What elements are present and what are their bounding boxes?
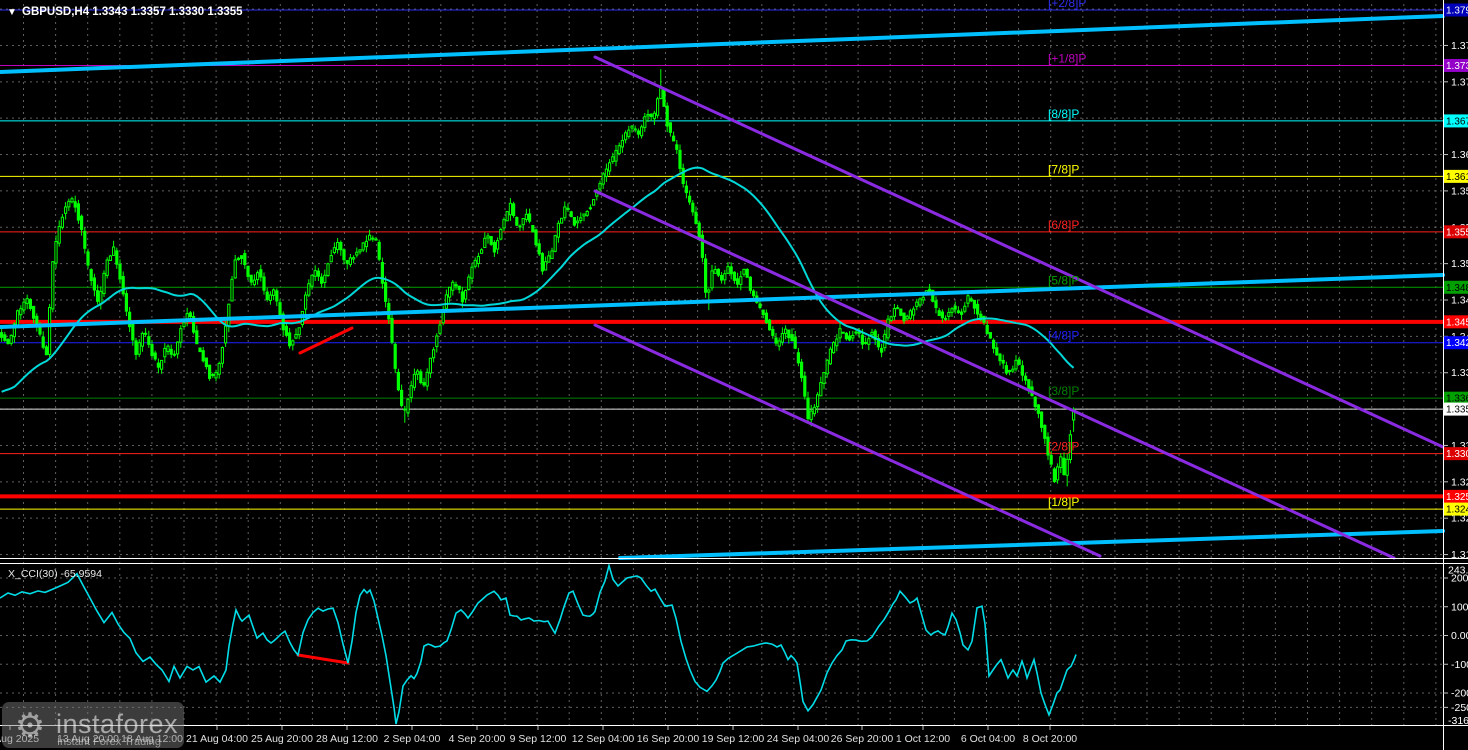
- price-tick-label: 1.3395: [1451, 367, 1468, 379]
- trend-line[interactable]: [0, 273, 1445, 329]
- trend-line[interactable]: [0, 14, 1445, 74]
- price-tick-label: 1.3235: [1451, 513, 1468, 525]
- murrey-label: [+1/8]P: [1048, 51, 1086, 65]
- price-level-badge: [1444, 447, 1468, 461]
- price-tick-label: 1.3595: [1451, 185, 1468, 197]
- price-axis[interactable]: 1.37551.37151.36751.36351.35951.35551.35…: [1443, 3, 1468, 728]
- price-tick-label: 1.3475: [1451, 295, 1468, 307]
- price-level-badge: [1444, 489, 1468, 503]
- cci-max-label: 243.429: [1448, 565, 1468, 577]
- cci-tick-label: -100: [1451, 659, 1468, 671]
- price-level-badge-text: 1.3794: [1446, 6, 1468, 17]
- murrey-label: [4/8]P: [1048, 329, 1079, 343]
- time-tick-label: 11 Aug 2025: [0, 733, 39, 745]
- murrey-label: [6/8]P: [1048, 218, 1079, 232]
- time-axis[interactable]: 11 Aug 2025 13 Aug 20:0018 Aug 12:0021 Au…: [0, 726, 1077, 745]
- time-tick-label: 28 Aug 12:00: [316, 733, 378, 745]
- murrey-level-lines[interactable]: [0, 9, 1443, 510]
- price-tick-label: 1.3635: [1451, 149, 1468, 161]
- price-level-badge: [1444, 391, 1468, 405]
- time-tick-label: 2 Sep 04:00: [384, 733, 441, 745]
- price-level-badge: [1444, 114, 1468, 128]
- cci-min-label: -316.257: [1448, 715, 1468, 727]
- time-tick-label: 1 Oct 12:00: [896, 733, 950, 745]
- price-level-badge-text: 1.3259: [1446, 492, 1468, 503]
- price-level-badge: [1444, 3, 1468, 17]
- price-level-badge-text: 1.3428: [1446, 338, 1468, 349]
- trend-channel-lines[interactable]: [0, 14, 1445, 665]
- price-level-badge-text: 1.3367: [1446, 394, 1468, 405]
- trend-line[interactable]: [296, 653, 350, 665]
- murrey-label: [2/8]P: [1048, 440, 1079, 454]
- price-level-badge: [1444, 169, 1468, 183]
- time-tick-label: 8 Oct 20:00: [1023, 733, 1077, 745]
- moving-average-line[interactable]: [1, 166, 1075, 393]
- cci-tick-label: 0.00: [1451, 630, 1468, 642]
- price-level-badge-text: 1.3672: [1446, 116, 1468, 127]
- trend-line[interactable]: [618, 529, 1445, 560]
- price-level-badge-text: 1.3306: [1446, 449, 1468, 460]
- price-level-badge-text: 1.3489: [1446, 283, 1468, 294]
- price-level-badge: [1444, 502, 1468, 516]
- murrey-label: [7/8]P: [1048, 162, 1079, 176]
- murrey-label: [8/8]P: [1048, 107, 1079, 121]
- cci-indicator: [0, 562, 1077, 725]
- trend-line[interactable]: [593, 189, 1396, 560]
- time-tick-label: 24 Sep 04:00: [767, 733, 830, 745]
- cci-tick-label: -250: [1451, 702, 1468, 714]
- price-level-badge-text: 1.3355: [1446, 405, 1468, 416]
- chart-marker-icon[interactable]: ▼: [7, 7, 17, 18]
- cci-tick-label: -200: [1451, 688, 1468, 700]
- price-level-badge: [1444, 402, 1468, 416]
- time-tick-label: 21 Aug 04:00: [186, 733, 248, 745]
- time-tick-label: 26 Sep 20:00: [831, 733, 894, 745]
- cci-tick-label: 200: [1451, 573, 1468, 585]
- time-tick-label: 6 Oct 04:00: [961, 733, 1015, 745]
- chart-title: GBPUSD,H4 1.3343 1.3357 1.3330 1.3355: [22, 6, 243, 18]
- trend-line[interactable]: [298, 326, 354, 355]
- price-level-badge-text: 1.3451: [1446, 317, 1468, 328]
- price-tick-label: 1.3515: [1451, 258, 1468, 270]
- cci-tick-label: 100: [1451, 601, 1468, 613]
- time-tick-label: 9 Sep 12:00: [510, 733, 567, 745]
- price-tick-label: 1.3715: [1451, 76, 1468, 88]
- price-level-badge-text: 1.3733: [1446, 61, 1468, 72]
- time-tick-label: 16 Sep 20:00: [637, 733, 700, 745]
- trend-line[interactable]: [593, 55, 1445, 449]
- watermark-tagline: Instant Forex Trading: [57, 736, 161, 748]
- cci-line: [0, 562, 1077, 725]
- murrey-label: [+2/8]P: [1048, 0, 1086, 10]
- murrey-label: [1/8]P: [1048, 495, 1079, 509]
- instaforex-watermark: ⚙ instaforex Instant Forex Trading: [2, 702, 184, 748]
- price-tick-label: 1.3195: [1451, 549, 1468, 561]
- trend-line[interactable]: [593, 323, 1102, 558]
- murrey-label: [3/8]P: [1048, 384, 1079, 398]
- price-level-badge: [1444, 280, 1468, 294]
- price-level-badge: [1444, 315, 1468, 329]
- gear-person-logo-icon: ⚙: [15, 707, 45, 745]
- price-level-badge-text: 1.3550: [1446, 227, 1468, 238]
- time-tick-label: 18 Aug 12:00: [121, 733, 183, 745]
- time-tick-label: 19 Sep 12:00: [702, 733, 765, 745]
- price-level-badge: [1444, 58, 1468, 72]
- time-tick-label: 12 Sep 04:00: [572, 733, 635, 745]
- murrey-level-labels: [+2/8]P [+1/8]P [8/8]P [7/8]P [6/8]P [5/8]P [4…: [1048, 0, 1086, 509]
- price-tick-label: 1.3755: [1451, 40, 1468, 52]
- grid-lines: [0, 4, 1443, 725]
- time-tick-label: 13 Aug 20:00: [57, 733, 119, 745]
- price-level-badge: [1444, 225, 1468, 239]
- cci-indicator-label: X_CCI(30) -65.9594: [8, 568, 102, 580]
- time-tick-label: 4 Sep 20:00: [449, 733, 506, 745]
- murrey-label: [5/8]P: [1048, 273, 1079, 287]
- price-level-badge-text: 1.3611: [1446, 172, 1468, 183]
- watermark-brand: instaforex: [56, 709, 178, 739]
- price-tick-label: 1.3275: [1451, 476, 1468, 488]
- price-level-badge-text: 1.3245: [1446, 505, 1468, 516]
- price-level-badge: [1444, 336, 1468, 350]
- time-tick-label: 25 Aug 20:00: [251, 733, 313, 745]
- ma-line: [1, 166, 1075, 393]
